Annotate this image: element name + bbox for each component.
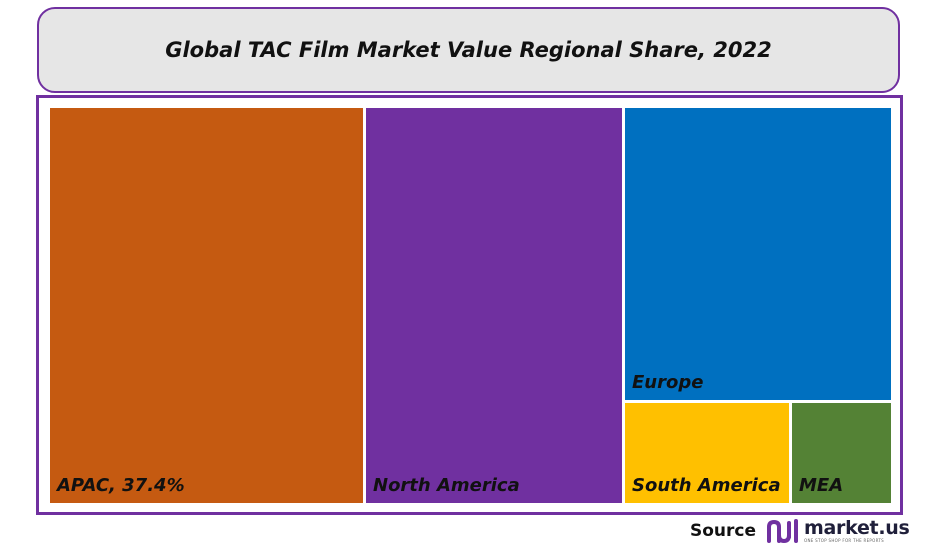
tile-mea: MEA bbox=[792, 403, 891, 503]
source-attribution: Source market.us ONE STOP SHOP FOR THE R… bbox=[690, 517, 910, 543]
tile-label-europe: Europe bbox=[632, 372, 704, 393]
tile-south-america: South America bbox=[625, 403, 789, 503]
tile-label-south-america: South America bbox=[632, 475, 781, 496]
chart-title-box: Global TAC Film Market Value Regional Sh… bbox=[37, 7, 900, 93]
tile-europe: Europe bbox=[625, 108, 891, 400]
market-us-logo-icon bbox=[767, 519, 799, 543]
tile-label-mea: MEA bbox=[799, 475, 844, 496]
tile-north-america: North America bbox=[366, 108, 622, 503]
market-us-logo: market.us ONE STOP SHOP FOR THE REPORTS bbox=[804, 517, 910, 543]
source-label: Source bbox=[690, 521, 757, 541]
logo-tagline: ONE STOP SHOP FOR THE REPORTS bbox=[804, 538, 884, 543]
tile-label-north-america: North America bbox=[373, 475, 520, 496]
tile-apac: APAC, 37.4% bbox=[50, 108, 363, 503]
treemap-frame: APAC, 37.4% North America Europe South A… bbox=[36, 95, 903, 515]
logo-brand-text: market.us bbox=[804, 517, 910, 539]
tile-label-apac: APAC, 37.4% bbox=[57, 475, 185, 496]
chart-title: Global TAC Film Market Value Regional Sh… bbox=[165, 38, 772, 62]
